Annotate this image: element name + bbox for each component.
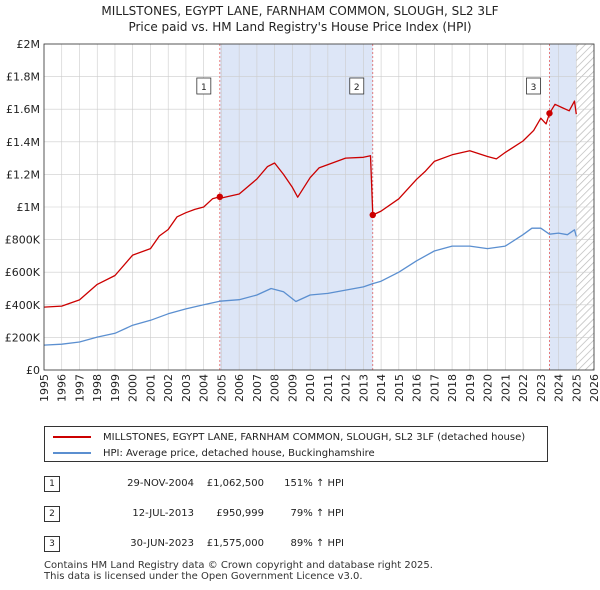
y-tick-label: £1.4M bbox=[6, 136, 40, 149]
transaction-number-badge: 1 bbox=[44, 476, 60, 492]
hpi-line bbox=[43, 227, 577, 346]
chart-subtitle: Price paid vs. HM Land Registry's House … bbox=[128, 20, 472, 34]
chart-legend: MILLSTONES, EGYPT LANE, FARNHAM COMMON, … bbox=[44, 426, 548, 462]
x-tick-label: 2001 bbox=[144, 374, 157, 402]
x-tick-label: 2016 bbox=[411, 374, 424, 402]
x-tick-label: 2019 bbox=[464, 374, 477, 402]
legend-item-property: MILLSTONES, EGYPT LANE, FARNHAM COMMON, … bbox=[53, 429, 525, 445]
transaction-price: £950,999 bbox=[216, 508, 264, 519]
x-tick-label: 2023 bbox=[535, 374, 548, 402]
transaction-price: £1,062,500 bbox=[206, 478, 264, 489]
x-tick-label: 1996 bbox=[56, 374, 69, 402]
y-tick-label: £1.8M bbox=[6, 71, 40, 84]
x-tick-label: 2021 bbox=[499, 374, 512, 402]
x-tick-label: 2012 bbox=[340, 374, 353, 402]
transaction-hpi-change: 79% ↑ HPI bbox=[290, 508, 344, 519]
y-tick-label: £200K bbox=[5, 331, 41, 344]
x-tick-label: 1998 bbox=[91, 374, 104, 402]
x-tick-label: 1997 bbox=[73, 374, 86, 402]
sale-label: 2 bbox=[354, 83, 360, 93]
x-tick-label: 2020 bbox=[482, 374, 495, 402]
legend-swatch-hpi bbox=[53, 452, 91, 454]
price-chart: 1 2 3 £0 £200K £400K £600K £800K £1M £1.2M £1.4M £… bbox=[5, 38, 600, 402]
legend-item-hpi: HPI: Average price, detached house, Buck… bbox=[53, 445, 375, 461]
sale-label: 1 bbox=[201, 83, 207, 93]
sale-label: 3 bbox=[531, 83, 537, 93]
transaction-date: 12-JUL-2013 bbox=[132, 508, 194, 519]
x-tick-label: 2018 bbox=[446, 374, 459, 402]
transaction-date: 29-NOV-2004 bbox=[127, 478, 194, 489]
x-tick-label: 2009 bbox=[286, 374, 299, 402]
x-tick-label: 2015 bbox=[393, 374, 406, 402]
x-tick-label: 2007 bbox=[251, 374, 264, 402]
x-tick-label: 2000 bbox=[127, 374, 140, 402]
chart-title: MILLSTONES, EGYPT LANE, FARNHAM COMMON, … bbox=[101, 4, 499, 18]
attribution-line-1: Contains HM Land Registry data © Crown c… bbox=[44, 560, 433, 571]
transaction-date: 30-JUN-2023 bbox=[130, 538, 194, 549]
sale-point bbox=[216, 193, 224, 201]
plot-frame bbox=[43, 43, 595, 371]
sale-label-box bbox=[196, 77, 212, 95]
x-tick-label: 1999 bbox=[109, 374, 122, 402]
attribution-footer: Contains HM Land Registry data © Crown c… bbox=[44, 560, 433, 582]
legend-swatch-property bbox=[53, 436, 91, 438]
x-tick-label: 1995 bbox=[38, 374, 51, 402]
y-tick-label: £1.6M bbox=[6, 103, 40, 116]
x-tick-label: 2014 bbox=[375, 374, 388, 402]
x-tick-label: 2008 bbox=[269, 374, 282, 402]
x-tick-label: 2010 bbox=[304, 374, 317, 402]
x-tick-label: 2024 bbox=[553, 374, 566, 402]
y-tick-label: £400K bbox=[5, 299, 41, 312]
y-tick-label: £600K bbox=[5, 266, 41, 279]
x-tick-label: 2013 bbox=[357, 374, 370, 402]
x-tick-label: 2026 bbox=[588, 374, 600, 402]
x-tick-label: 2022 bbox=[517, 374, 530, 402]
legend-label-hpi: HPI: Average price, detached house, Buck… bbox=[103, 447, 375, 459]
x-tick-label: 2002 bbox=[162, 374, 175, 402]
x-tick-label: 2025 bbox=[570, 374, 583, 402]
transaction-number-badge: 3 bbox=[44, 536, 60, 552]
transaction-number-badge: 2 bbox=[44, 506, 60, 522]
sale-point bbox=[546, 110, 553, 117]
sale-label-box bbox=[349, 77, 365, 95]
x-tick-label: 2017 bbox=[428, 374, 441, 402]
x-tick-label: 2006 bbox=[233, 374, 246, 402]
property-price-line bbox=[43, 100, 577, 308]
sale-label-box bbox=[526, 77, 541, 95]
y-tick-label: £1M bbox=[17, 201, 41, 214]
y-tick-label: £1.2M bbox=[6, 168, 40, 181]
sale-point bbox=[369, 211, 376, 219]
transaction-hpi-change: 151% ↑ HPI bbox=[284, 478, 344, 489]
x-tick-label: 2005 bbox=[215, 374, 228, 402]
y-tick-label: £0 bbox=[26, 364, 40, 377]
y-tick-label: £800K bbox=[5, 234, 41, 247]
legend-label-property: MILLSTONES, EGYPT LANE, FARNHAM COMMON, … bbox=[103, 431, 526, 443]
x-tick-label: 2011 bbox=[322, 374, 335, 402]
attribution-line-2: This data is licensed under the Open Gov… bbox=[44, 571, 363, 582]
transaction-hpi-change: 89% ↑ HPI bbox=[290, 538, 344, 549]
x-tick-label: 2003 bbox=[180, 374, 193, 402]
x-tick-label: 2004 bbox=[198, 374, 211, 402]
y-tick-label: £2M bbox=[17, 38, 41, 51]
transaction-price: £1,575,000 bbox=[206, 538, 264, 549]
